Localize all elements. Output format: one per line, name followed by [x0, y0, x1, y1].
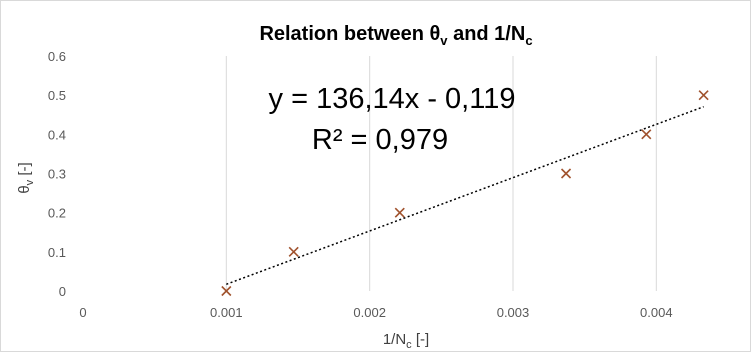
y-tick-label: 0.5: [48, 88, 66, 103]
y-tick-label: 0.2: [48, 206, 66, 221]
data-point: [221, 285, 232, 297]
data-point: [394, 207, 405, 218]
data-point: [641, 129, 652, 140]
scatter-points: [221, 90, 709, 297]
x-axis-label: 1/Nc [-]: [383, 331, 429, 351]
x-tick-label: 0.001: [210, 305, 243, 320]
data-point: [560, 168, 572, 179]
data-point: [288, 246, 299, 257]
y-tick-label: 0: [59, 284, 66, 299]
trendline-r2: R² = 0,979: [312, 124, 448, 156]
y-tick-label: 0.6: [48, 49, 66, 64]
chart-title: Relation between θv and 1/Nc: [259, 23, 532, 48]
y-tick-label: 0.4: [48, 127, 66, 142]
trendline: [226, 106, 704, 285]
y-axis-ticks: 0 0.1 0.2 0.3 0.4 0.5 0.6: [48, 49, 66, 299]
y-tick-label: 0.1: [48, 245, 66, 260]
x-axis-ticks: 0 0.001 0.002 0.003 0.004: [79, 305, 672, 320]
data-point: [698, 90, 709, 101]
gridlines: [225, 56, 657, 291]
y-axis-label: θv [-]: [16, 162, 36, 193]
x-tick-label: 0.004: [640, 305, 673, 320]
x-tick-label: 0: [79, 305, 86, 320]
y-tick-label: 0.3: [48, 167, 66, 182]
trendline-equation: y = 136,14x - 0,119: [269, 83, 516, 115]
x-tick-label: 0.003: [497, 305, 530, 320]
x-tick-label: 0.002: [353, 305, 386, 320]
